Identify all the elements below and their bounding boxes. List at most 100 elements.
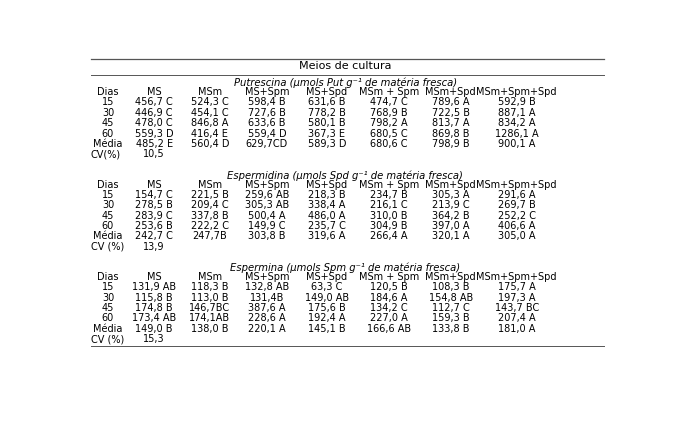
Text: 727,6 B: 727,6 B	[248, 108, 286, 118]
Text: 30: 30	[102, 108, 114, 118]
Text: 247,7B: 247,7B	[193, 231, 227, 241]
Text: 115,8 B: 115,8 B	[135, 293, 173, 303]
Text: 145,1 B: 145,1 B	[308, 324, 346, 334]
Text: 131,9 AB: 131,9 AB	[132, 282, 176, 292]
Text: 253,6 B: 253,6 B	[135, 221, 173, 231]
Text: MS+Spm: MS+Spm	[245, 87, 289, 97]
Text: 149,0 AB: 149,0 AB	[305, 293, 349, 303]
Text: 234,7 B: 234,7 B	[370, 190, 408, 200]
Text: 154,8 AB: 154,8 AB	[429, 293, 473, 303]
Text: MSm + Spm: MSm + Spm	[359, 272, 419, 282]
Text: 259,6 AB: 259,6 AB	[245, 190, 289, 200]
Text: 580,1 B: 580,1 B	[308, 118, 346, 128]
Text: 598,4 B: 598,4 B	[248, 97, 286, 107]
Text: 592,9 B: 592,9 B	[498, 97, 536, 107]
Text: 227,0 A: 227,0 A	[370, 314, 408, 323]
Text: 113,0 B: 113,0 B	[191, 293, 228, 303]
Text: 220,1 A: 220,1 A	[248, 324, 286, 334]
Text: 181,0 A: 181,0 A	[498, 324, 535, 334]
Text: 680,5 C: 680,5 C	[370, 129, 408, 138]
Text: 798,9 B: 798,9 B	[432, 139, 470, 149]
Text: Média: Média	[93, 139, 123, 149]
Text: 15: 15	[102, 282, 114, 292]
Text: 834,2 A: 834,2 A	[498, 118, 535, 128]
Text: 192,4 A: 192,4 A	[308, 314, 346, 323]
Text: 252,2 C: 252,2 C	[497, 211, 536, 221]
Text: 305,3 AB: 305,3 AB	[245, 200, 289, 210]
Text: MS+Spm: MS+Spm	[245, 272, 289, 282]
Text: 291,6 A: 291,6 A	[498, 190, 535, 200]
Text: 278,5 B: 278,5 B	[135, 200, 173, 210]
Text: 63,3 C: 63,3 C	[311, 282, 342, 292]
Text: 216,1 C: 216,1 C	[370, 200, 408, 210]
Text: 149,9 C: 149,9 C	[248, 221, 286, 231]
Text: 629,7CD: 629,7CD	[246, 139, 288, 149]
Text: CV (%): CV (%)	[90, 334, 124, 344]
Text: 15: 15	[102, 97, 114, 107]
Text: 633,6 B: 633,6 B	[248, 118, 286, 128]
Text: 364,2 B: 364,2 B	[432, 211, 470, 221]
Text: 149,0 B: 149,0 B	[135, 324, 173, 334]
Text: 30: 30	[102, 200, 114, 210]
Text: 134,2 C: 134,2 C	[370, 303, 408, 313]
Text: Média: Média	[93, 231, 123, 241]
Text: 320,1 A: 320,1 A	[432, 231, 470, 241]
Text: 184,6 A: 184,6 A	[370, 293, 408, 303]
Text: 304,9 B: 304,9 B	[370, 221, 408, 231]
Text: 478,0 C: 478,0 C	[135, 118, 173, 128]
Text: 631,6 B: 631,6 B	[308, 97, 346, 107]
Text: 133,8 B: 133,8 B	[432, 324, 470, 334]
Text: 45: 45	[102, 211, 114, 221]
Text: 15: 15	[102, 190, 114, 200]
Text: 242,7 C: 242,7 C	[135, 231, 173, 241]
Text: 221,5 B: 221,5 B	[191, 190, 229, 200]
Text: 559,3 D: 559,3 D	[135, 129, 173, 138]
Text: 175,6 B: 175,6 B	[308, 303, 346, 313]
Text: 118,3 B: 118,3 B	[191, 282, 228, 292]
Text: 10,5: 10,5	[144, 149, 165, 159]
Text: 524,3 C: 524,3 C	[191, 97, 228, 107]
Text: 60: 60	[102, 221, 114, 231]
Text: MSm+Spm+Spd: MSm+Spm+Spd	[477, 272, 557, 282]
Text: 159,3 B: 159,3 B	[432, 314, 470, 323]
Text: 887,1 A: 887,1 A	[498, 108, 535, 118]
Text: MS: MS	[147, 272, 162, 282]
Text: 456,7 C: 456,7 C	[135, 97, 173, 107]
Text: 174,8 B: 174,8 B	[135, 303, 173, 313]
Text: MSm: MSm	[198, 180, 222, 190]
Text: 305,0 A: 305,0 A	[498, 231, 535, 241]
Text: 45: 45	[102, 118, 114, 128]
Text: Média: Média	[93, 324, 123, 334]
Text: 900,1 A: 900,1 A	[498, 139, 535, 149]
Text: 283,9 C: 283,9 C	[135, 211, 173, 221]
Text: Dias: Dias	[97, 87, 119, 97]
Text: 869,8 B: 869,8 B	[432, 129, 470, 138]
Text: 235,7 C: 235,7 C	[308, 221, 346, 231]
Text: 303,8 B: 303,8 B	[248, 231, 286, 241]
Text: 387,6 A: 387,6 A	[248, 303, 286, 313]
Text: 207,4 A: 207,4 A	[498, 314, 536, 323]
Text: 173,4 AB: 173,4 AB	[132, 314, 177, 323]
Text: CV (%): CV (%)	[90, 242, 124, 252]
Text: 174,1AB: 174,1AB	[189, 314, 231, 323]
Text: 454,1 C: 454,1 C	[191, 108, 228, 118]
Text: 589,3 D: 589,3 D	[308, 139, 346, 149]
Text: 485,2 E: 485,2 E	[135, 139, 173, 149]
Text: Espermina (μmols Spm g⁻¹ de matéria fresca): Espermina (μmols Spm g⁻¹ de matéria fres…	[231, 262, 460, 273]
Text: 197,3 A: 197,3 A	[498, 293, 535, 303]
Text: 305,3 A: 305,3 A	[432, 190, 470, 200]
Text: 209,4 C: 209,4 C	[191, 200, 228, 210]
Text: 112,7 C: 112,7 C	[432, 303, 470, 313]
Text: 798,2 A: 798,2 A	[370, 118, 408, 128]
Text: MSm: MSm	[198, 272, 222, 282]
Text: MSm: MSm	[198, 87, 222, 97]
Text: Putrescina (μmols Put g⁻¹ de matéria fresca): Putrescina (μmols Put g⁻¹ de matéria fre…	[234, 78, 457, 88]
Text: MSm+Spd: MSm+Spd	[425, 180, 476, 190]
Text: 108,3 B: 108,3 B	[432, 282, 470, 292]
Text: MS+Spd: MS+Spd	[307, 272, 348, 282]
Text: 680,6 C: 680,6 C	[370, 139, 408, 149]
Text: 338,4 A: 338,4 A	[308, 200, 346, 210]
Text: 45: 45	[102, 303, 114, 313]
Text: 789,6 A: 789,6 A	[432, 97, 470, 107]
Text: 310,0 B: 310,0 B	[370, 211, 408, 221]
